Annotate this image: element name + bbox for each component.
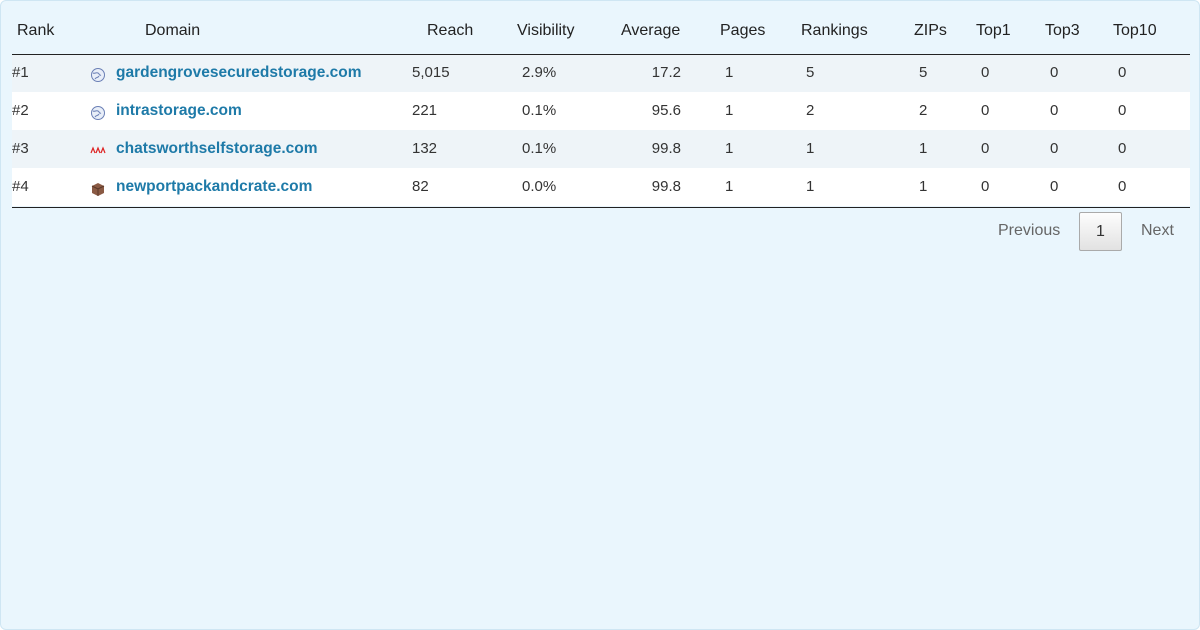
table-cell: 0: [981, 102, 990, 119]
table-cell: 5: [919, 64, 928, 81]
favicon: [90, 143, 106, 164]
favicon: [90, 67, 106, 88]
table-cell: 1: [725, 102, 734, 119]
favicon: [90, 105, 106, 126]
column-header: Visibility: [517, 22, 575, 39]
column-header: Average: [621, 22, 681, 39]
table-cell: 221: [412, 102, 438, 119]
favicon: [90, 181, 106, 202]
table-cell: 132: [412, 140, 438, 157]
table-cell: 0: [1118, 178, 1127, 195]
table-cell: 0.1%: [522, 140, 557, 157]
column-header: Reach: [427, 22, 474, 39]
column-header: ZIPs: [914, 22, 947, 39]
column-header: Pages: [720, 22, 766, 39]
table-row: #2 intrastorage.com 221 0.1% 95.6 1 2 2 0 0 0: [12, 92, 1190, 130]
table-cell: 1: [725, 178, 734, 195]
domain-link[interactable]: intrastorage.com: [116, 102, 242, 119]
table-cell: 17.2: [651, 64, 681, 81]
table-cell: 95.6: [651, 102, 681, 119]
header-rule: [12, 54, 1190, 55]
table-cell: 5: [806, 64, 815, 81]
table-cell: 1: [806, 140, 815, 157]
table-cell: 99.8: [651, 140, 681, 157]
table-cell: #2: [12, 102, 29, 119]
table-cell: #4: [12, 178, 29, 195]
table-cell: 1: [919, 140, 928, 157]
column-header: Domain: [145, 22, 201, 39]
column-header: Rank: [17, 22, 55, 39]
domain-link[interactable]: gardengrovesecuredstorage.com: [116, 64, 362, 81]
table-cell: 2: [919, 102, 928, 119]
table-cell: #3: [12, 140, 29, 157]
column-header: Top1: [976, 22, 1011, 39]
table-row: #4 newportpackandcrate.com 82 0.0% 99.8 1 1 1 0 0…: [12, 168, 1190, 206]
table-cell: 0: [1050, 64, 1059, 81]
table-row: #3 chatsworthselfstorage.com 132 0.1% 99.8 1 1…: [12, 130, 1190, 168]
table-cell: 0: [1118, 102, 1127, 119]
table-row: #1 gardengrovesecuredstorage.com 5,015 2.9%…: [12, 54, 1190, 92]
table-cell: 1: [725, 140, 734, 157]
table-cell: 0: [1118, 140, 1127, 157]
domain-link[interactable]: chatsworthselfstorage.com: [116, 140, 318, 157]
table-cell: 0: [981, 64, 990, 81]
table-cell: 0: [1050, 178, 1059, 195]
domain-link[interactable]: newportpackandcrate.com: [116, 178, 313, 195]
table-cell: 5,015: [412, 64, 450, 81]
previous-button[interactable]: Previous: [998, 222, 1061, 239]
table-cell: 0: [981, 178, 990, 195]
column-header: Rankings: [801, 22, 868, 39]
table-cell: 0: [1118, 64, 1127, 81]
table-cell: 2: [806, 102, 815, 119]
table-cell: 0: [981, 140, 990, 157]
table-cell: 0: [1050, 102, 1059, 119]
table-cell: 1: [725, 64, 734, 81]
table-cell: 0.1%: [522, 102, 557, 119]
page-button[interactable]: 1: [1079, 212, 1122, 251]
table-cell: 99.8: [651, 178, 681, 195]
next-button[interactable]: Next: [1141, 222, 1174, 239]
table-cell: 1: [919, 178, 928, 195]
table-cell: 0.0%: [522, 178, 557, 195]
table-cell: 0: [1050, 140, 1059, 157]
table-rule: [12, 207, 1190, 208]
table-cell: 2.9%: [522, 64, 557, 81]
table-cell: 1: [806, 178, 815, 195]
table-cell: #1: [12, 64, 29, 81]
column-header: Top3: [1045, 22, 1080, 39]
table-cell: 82: [412, 178, 429, 195]
column-header: Top10: [1113, 22, 1157, 39]
